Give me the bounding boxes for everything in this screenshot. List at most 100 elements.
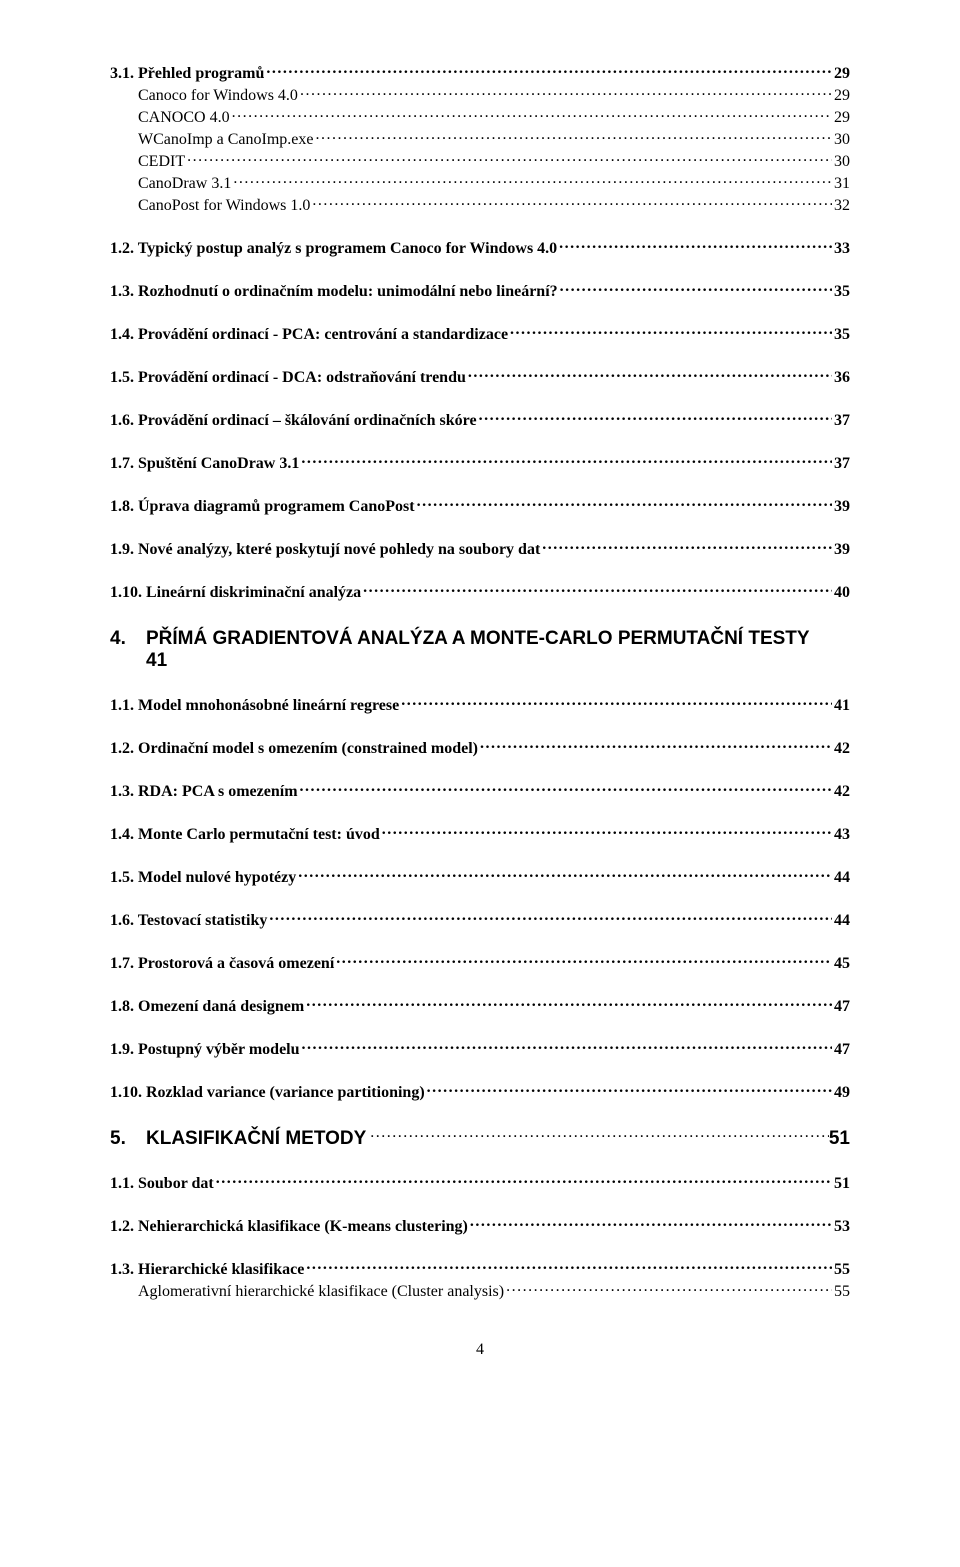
toc-page-number: 37 <box>834 455 850 473</box>
toc-entry-label: 1.3. Rozhodnutí o ordinačním modelu: uni… <box>110 283 558 301</box>
toc-entry-label: CANOCO 4.0 <box>138 109 230 127</box>
toc-leader-dots <box>216 1172 832 1188</box>
toc-leader-dots <box>232 106 832 122</box>
toc-page-number: 42 <box>834 740 850 758</box>
toc-leader-dots <box>316 128 833 144</box>
toc-entry-level1: 1.3. Hierarchické klasifikace55 <box>110 1258 850 1279</box>
toc-entry-level2: CanoDraw 3.1 31 <box>110 172 850 193</box>
toc-leader-dots <box>336 952 832 968</box>
toc-page-number: 36 <box>834 369 850 387</box>
toc-page-number: 51 <box>829 1128 850 1150</box>
toc-entry-level1: 1.4. Provádění ordinací - PCA: centrován… <box>110 323 850 344</box>
toc-page-number: 44 <box>834 912 850 930</box>
toc-entry-level1: 1.6. Testovací statistiky 44 <box>110 909 850 930</box>
toc-entry-label: 1.4. Provádění ordinací - PCA: centrován… <box>110 326 508 344</box>
toc-section-number: 4. <box>110 628 146 650</box>
toc-leader-dots <box>187 150 832 166</box>
toc-entry-level1: 1.1. Model mnohonásobné lineární regrese… <box>110 694 850 715</box>
toc-entry-label: 1.7. Prostorová a časová omezení <box>110 955 334 973</box>
toc-entry-level1: 1.10. Rozklad variance (variance partiti… <box>110 1081 850 1102</box>
toc-page-number: 43 <box>834 826 850 844</box>
toc-page-number: 44 <box>834 869 850 887</box>
toc-entry-level1: 1.2. Nehierarchická klasifikace (K-means… <box>110 1215 850 1236</box>
toc-leader-dots <box>401 694 832 710</box>
toc-leader-dots <box>363 581 832 597</box>
toc-entry-level1: 1.10. Lineární diskriminační analýza40 <box>110 581 850 602</box>
toc-page-number: 29 <box>834 109 850 127</box>
toc-leader-dots <box>542 538 832 554</box>
toc-entry-label: 1.8. Omezení daná designem <box>110 998 304 1016</box>
toc-entry-level1: 1.9. Postupný výběr modelu47 <box>110 1038 850 1059</box>
toc-entry-label: 1.1. Soubor dat <box>110 1175 214 1193</box>
toc-entry-label: CEDIT <box>138 153 185 171</box>
toc-entry-label: 1.8. Úprava diagramů programem CanoPost <box>110 498 415 516</box>
toc-entry-label: 1.3. RDA: PCA s omezením <box>110 783 298 801</box>
toc-entry-level2: CanoPost for Windows 1.0 32 <box>110 194 850 215</box>
toc-entry-label: 1.2. Ordinační model s omezením (constra… <box>110 740 478 758</box>
toc-entry-label: 1.5. Provádění ordinací - DCA: odstraňov… <box>110 369 466 387</box>
toc-leader-dots <box>306 1258 832 1274</box>
toc-entry-level1: 1.1. Soubor dat 51 <box>110 1172 850 1193</box>
toc-entry-label: 1.1. Model mnohonásobné lineární regrese <box>110 697 399 715</box>
toc-entry-label: 1.3. Hierarchické klasifikace <box>110 1261 304 1279</box>
toc-leader-dots <box>417 495 832 511</box>
toc-entry-label: 1.4. Monte Carlo permutační test: úvod <box>110 826 380 844</box>
toc-leader-dots <box>312 194 832 210</box>
toc-leader-dots <box>510 323 832 339</box>
toc-page-number: 39 <box>834 541 850 559</box>
toc-page-number: 51 <box>834 1175 850 1193</box>
toc-section-subtitle: 41 <box>110 650 850 672</box>
toc-page-number: 41 <box>834 697 850 715</box>
toc-leader-dots <box>470 1215 832 1231</box>
toc-entry-level1: 3.1. Přehled programů 29 <box>110 62 850 83</box>
toc-leader-dots <box>269 909 832 925</box>
toc-entry-level1: 1.8. Úprava diagramů programem CanoPost3… <box>110 495 850 516</box>
toc-section-heading: 5.KLASIFIKAČNÍ METODY51 <box>110 1128 850 1150</box>
toc-entry-level1: 1.5. Provádění ordinací - DCA: odstraňov… <box>110 366 850 387</box>
toc-page-number: 30 <box>834 131 850 149</box>
toc-page-number: 33 <box>834 240 850 258</box>
toc-page-number: 40 <box>834 584 850 602</box>
toc-leader-dots <box>298 866 832 882</box>
toc-page-number: 35 <box>834 283 850 301</box>
toc-leader-dots <box>370 1128 829 1144</box>
toc-entry-level1: 1.5. Model nulové hypotézy 44 <box>110 866 850 887</box>
toc-entry-label: CanoDraw 3.1 <box>138 175 231 193</box>
toc-entry-level1: 1.2. Typický postup analýz s programem C… <box>110 237 850 258</box>
toc-page-number: 37 <box>834 412 850 430</box>
toc-page-number: 53 <box>834 1218 850 1236</box>
toc-entry-label: 1.6. Testovací statistiky <box>110 912 267 930</box>
toc-leader-dots <box>479 409 832 425</box>
toc-entry-label: 1.9. Postupný výběr modelu <box>110 1041 300 1059</box>
toc-page-number: 30 <box>834 153 850 171</box>
toc-leader-dots <box>382 823 832 839</box>
toc-entry-level2: CEDIT 30 <box>110 150 850 171</box>
toc-entry-level2: CANOCO 4.0 29 <box>110 106 850 127</box>
toc-entry-label: WCanoImp a CanoImp.exe <box>138 131 314 149</box>
toc-entry-label: 1.2. Typický postup analýz s programem C… <box>110 240 557 258</box>
toc-page-number: 31 <box>834 175 850 193</box>
toc-leader-dots <box>301 452 832 468</box>
page-number: 4 <box>110 1341 850 1359</box>
toc-entry-label: 1.5. Model nulové hypotézy <box>110 869 296 887</box>
toc-leader-dots <box>302 1038 832 1054</box>
toc-leader-dots <box>300 780 832 796</box>
toc-page-number: 29 <box>834 87 850 105</box>
toc-leader-dots <box>266 62 832 78</box>
toc-page-number: 55 <box>834 1283 850 1301</box>
toc-leader-dots <box>427 1081 832 1097</box>
toc-leader-dots <box>506 1280 832 1296</box>
toc-page-number: 32 <box>834 197 850 215</box>
toc-entry-label: 3.1. Přehled programů <box>110 65 264 83</box>
toc-leader-dots <box>560 280 832 296</box>
toc-leader-dots <box>559 237 832 253</box>
toc-section-title: PŘÍMÁ GRADIENTOVÁ ANALÝZA A MONTE-CARLO … <box>146 628 810 650</box>
toc-entry-level1: 1.7. Spuštění CanoDraw 3.137 <box>110 452 850 473</box>
toc-section-heading: 4.PŘÍMÁ GRADIENTOVÁ ANALÝZA A MONTE-CARL… <box>110 628 850 672</box>
toc-leader-dots <box>480 737 832 753</box>
toc-entry-level1: 1.3. Rozhodnutí o ordinačním modelu: uni… <box>110 280 850 301</box>
toc-entry-label: CanoPost for Windows 1.0 <box>138 197 310 215</box>
toc-page-number: 29 <box>834 65 850 83</box>
toc-entry-level1: 1.7. Prostorová a časová omezení45 <box>110 952 850 973</box>
table-of-contents: 3.1. Přehled programů29Canoco for Window… <box>110 62 850 1301</box>
